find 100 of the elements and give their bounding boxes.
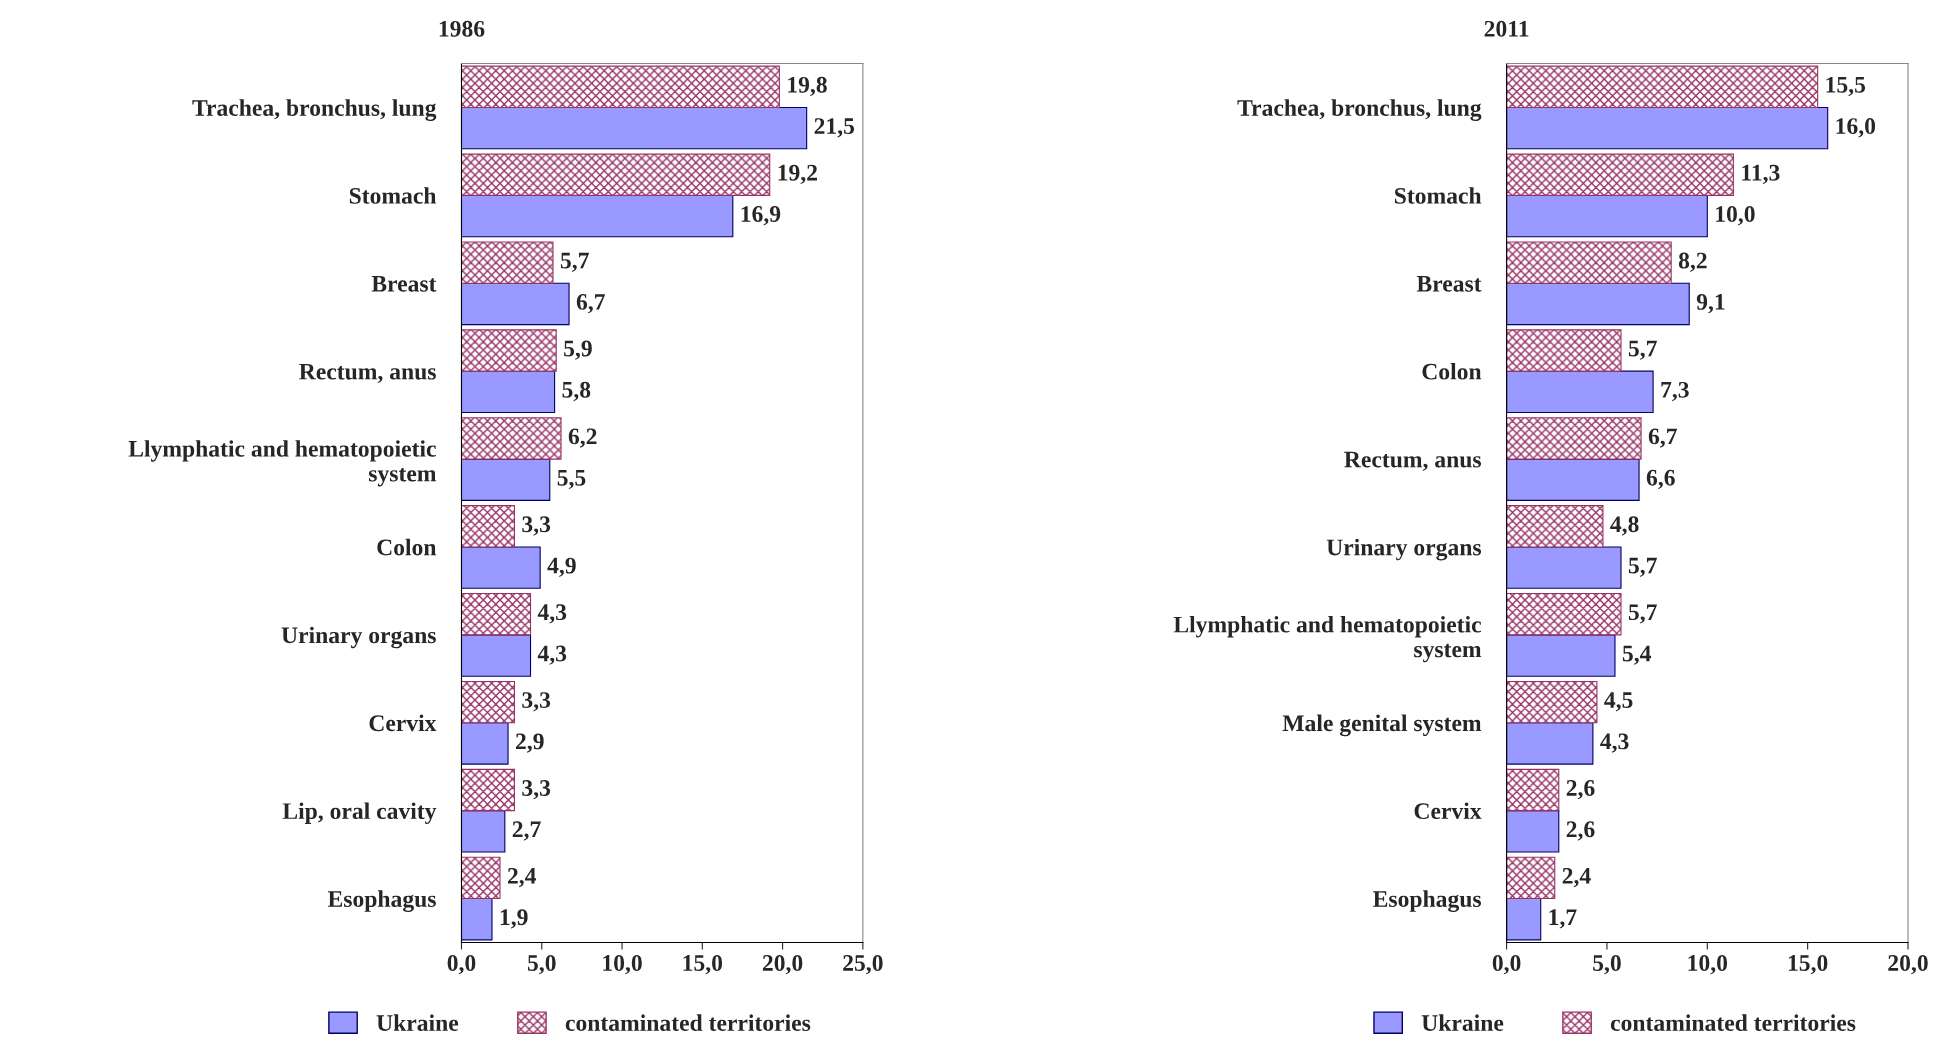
data-label: 4,8 (1610, 516, 1639, 536)
data-label: 5,8 (562, 381, 591, 402)
y-tick-label: Urinary organs (1326, 538, 1482, 561)
x-tick-label: 20,0 (762, 955, 803, 975)
x-tick-label: 25,0 (843, 955, 883, 975)
bar (1506, 458, 1640, 501)
data-label: 5,7 (560, 252, 589, 272)
data-label: 2,7 (512, 821, 541, 841)
data-label: 1,9 (500, 909, 528, 929)
y-tick-label: Trachea, bronchus, lung (192, 99, 437, 121)
x-tick-label: 0,0 (1492, 955, 1521, 975)
data-label: 2,4 (1562, 867, 1591, 888)
data-label: 5,5 (557, 469, 586, 490)
y-tick-label: Cervix (369, 714, 437, 732)
x-tick-label: 0,0 (447, 955, 476, 975)
y-tick-label: Colon (1422, 362, 1482, 380)
bar (461, 680, 516, 724)
x-tick-label: 15,0 (683, 955, 723, 975)
data-label: 6,2 (568, 428, 597, 448)
y-tick-label: Trachea, bronchus, lung (1237, 99, 1482, 121)
data-label: 5,9 (564, 340, 592, 360)
data-label: 3,3 (522, 692, 551, 712)
bar (461, 634, 532, 677)
y-tick-label: Esophagus (1373, 890, 1482, 912)
chart-title: 2011 (1484, 20, 1529, 37)
legend-label: contaminated territories (1610, 1014, 1856, 1031)
data-label: 4,3 (537, 645, 567, 665)
y-tick-label: Lip, oral cavity (282, 802, 437, 824)
y-tick-label: Stomach (1394, 187, 1482, 204)
bar (461, 370, 556, 414)
y-tick-label: Rectum, anus (1344, 451, 1482, 471)
x-tick-label: 20,0 (1888, 955, 1928, 975)
x-tick-label: 10,0 (1688, 955, 1728, 975)
x-tick-label: 10,0 (603, 955, 642, 975)
bar (1506, 329, 1622, 372)
legend-label: Ukraine (1421, 1014, 1504, 1031)
bar (461, 546, 541, 589)
bar (461, 417, 562, 460)
bar (1506, 680, 1598, 724)
bar (1506, 593, 1622, 636)
y-tick-label: Cervix (1414, 802, 1482, 820)
data-label: 9,1 (1696, 293, 1725, 314)
data-label: 2,9 (515, 733, 544, 753)
bar (1506, 546, 1622, 589)
data-label: 15,5 (1826, 76, 1866, 97)
data-label: 2,6 (1566, 780, 1595, 800)
bar (1506, 505, 1604, 548)
y-tick-label: Rectum, anus (299, 363, 436, 384)
bar (1506, 194, 1708, 238)
y-tick-label: Male genital system (1282, 714, 1482, 737)
data-label: 8,2 (1678, 252, 1707, 272)
x-tick-label: 5,0 (1593, 955, 1621, 975)
data-label: 3,3 (522, 780, 551, 800)
bar (1506, 282, 1690, 326)
y-tick-label: Esophagus (327, 890, 436, 912)
data-label: 4,3 (537, 604, 567, 624)
y-tick-label: Llymphatic and hematopoietic system (1173, 615, 1482, 663)
data-label: 2,4 (507, 867, 537, 888)
y-tick-label: Breast (1416, 276, 1482, 292)
y-tick-label: Llymphatic and hematopoietic system (128, 440, 437, 487)
bar (461, 898, 493, 941)
bar (461, 593, 532, 636)
bar (1506, 810, 1560, 853)
bar (461, 856, 501, 900)
legend-label: contaminated territories (565, 1014, 811, 1031)
data-label: 11,3 (1742, 164, 1780, 185)
bar (1506, 768, 1560, 812)
y-tick-label: Colon (377, 538, 437, 556)
data-label: 5,4 (1622, 645, 1651, 665)
bar (461, 768, 516, 812)
data-label: 21,5 (814, 118, 855, 138)
data-label: 6,7 (576, 293, 605, 314)
data-label: 16,9 (741, 206, 781, 226)
data-label: 10,0 (1716, 206, 1755, 226)
data-label: 5,7 (1628, 340, 1657, 360)
data-label: 2,6 (1566, 821, 1595, 841)
data-label: 1,7 (1549, 909, 1577, 929)
data-label: 6,7 (1648, 428, 1677, 448)
data-label: 16,0 (1836, 118, 1876, 138)
chart-title: 1986 (439, 20, 485, 37)
bar (461, 194, 734, 238)
bar (1506, 898, 1542, 941)
bar (461, 458, 551, 501)
data-label: 5,7 (1628, 604, 1657, 624)
bar (1506, 722, 1594, 765)
bar (1506, 370, 1654, 414)
bar (461, 282, 570, 326)
bar (461, 810, 506, 853)
bar (461, 153, 771, 196)
bar (1506, 65, 1819, 109)
data-label: 4,9 (547, 557, 576, 577)
data-label: 19,8 (788, 76, 827, 97)
bar (461, 329, 557, 372)
bar (1506, 634, 1616, 677)
bar (461, 106, 808, 150)
legend-label: Ukraine (376, 1014, 459, 1031)
bar (461, 241, 554, 284)
data-label: 3,3 (522, 516, 551, 536)
data-label: 7,3 (1661, 381, 1689, 402)
bar (461, 722, 509, 765)
